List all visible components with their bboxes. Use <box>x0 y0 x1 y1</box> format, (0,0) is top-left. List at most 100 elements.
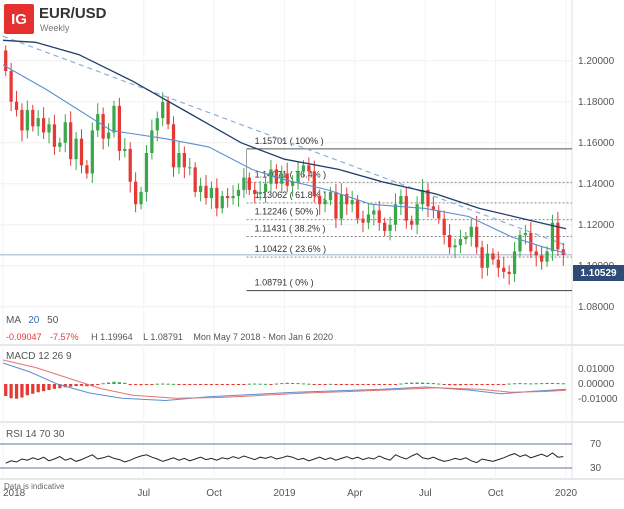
fib-level-label: 1.08791 ( 0% ) <box>255 278 314 288</box>
macd-histogram-bar <box>274 383 279 385</box>
macd-histogram-bar <box>491 384 495 385</box>
candle-body <box>366 214 371 223</box>
candle-body <box>41 118 46 133</box>
fibonacci-levels: 1.15701 ( 100% ) 1.14071 ( 76.4% ) 1.13062… <box>246 136 572 292</box>
macd-histogram-bar <box>74 384 78 387</box>
macd-histogram-bar <box>117 382 122 384</box>
candle-body <box>25 109 29 131</box>
candle-body <box>20 109 24 131</box>
data-disclaimer: Data is indicative <box>4 482 65 491</box>
macd-histogram-bar <box>269 384 273 385</box>
chart-title: EUR/USD <box>39 5 107 22</box>
ma-legend-label: MA <box>6 315 21 326</box>
macd-tick-label: 0.01000 <box>578 364 615 375</box>
macd-histogram-bar <box>144 384 149 385</box>
candle-body <box>410 220 414 225</box>
candle-body <box>334 191 338 219</box>
macd-histogram-bar <box>475 384 479 386</box>
ig-logo: IG <box>4 4 34 34</box>
candle-body <box>469 226 473 238</box>
candle-body <box>377 210 381 223</box>
candle-body <box>204 185 208 199</box>
candle-body <box>480 247 484 268</box>
candle-body <box>388 224 392 231</box>
candle-body <box>193 167 197 192</box>
stats-high: H 1.19964 <box>91 332 133 342</box>
price-tick-label: 1.12000 <box>578 220 615 231</box>
macd-line <box>2 362 567 402</box>
macd-histogram-bar <box>345 384 349 385</box>
ma-legend-period-20: 20 <box>28 315 40 326</box>
candle-body <box>90 130 94 174</box>
macd-histogram-bar <box>258 383 262 385</box>
macd-histogram-bar <box>209 384 214 385</box>
candle-body <box>415 204 419 225</box>
candle-body <box>556 222 560 250</box>
candle-body <box>117 105 122 151</box>
macd-histogram-bar <box>58 384 62 389</box>
candle-body <box>79 138 84 166</box>
candle-body <box>123 148 127 151</box>
macd-histogram-bar <box>540 383 544 385</box>
macd-histogram-bar <box>31 384 35 394</box>
macd-histogram-bar <box>556 383 560 385</box>
macd-histogram-bar <box>485 384 490 385</box>
macd-histogram-bar <box>469 384 473 385</box>
candle-body <box>85 165 89 174</box>
macd-histogram-bar <box>318 384 322 385</box>
candle-body <box>161 101 165 119</box>
macd-histogram-bar <box>139 384 143 386</box>
macd-histogram-bar <box>399 383 403 385</box>
candle-body <box>182 153 186 168</box>
macd-histogram-bar <box>442 384 446 385</box>
macd-histogram-bar <box>458 384 463 386</box>
candle-body <box>301 165 306 172</box>
macd-histogram-bar <box>14 384 19 399</box>
macd-tick-label: -0.01000 <box>578 394 618 405</box>
macd-histogram-bar <box>312 384 316 385</box>
candle-body <box>139 191 143 205</box>
candle-body <box>355 200 360 219</box>
candle-body <box>166 101 170 125</box>
macd-histogram-bar <box>393 384 398 385</box>
candle-body <box>442 218 446 235</box>
macd-histogram-bar <box>339 384 343 385</box>
macd-histogram-bar <box>41 384 46 392</box>
price-tick-label: 1.20000 <box>578 56 615 67</box>
candle-body <box>263 183 268 192</box>
macd-histogram-bar <box>101 383 105 385</box>
macd-histogram-bar <box>453 384 457 386</box>
candle-body <box>31 109 35 127</box>
macd-histogram-bar <box>404 382 408 384</box>
rsi-legend: RSI 14 70 30 <box>6 429 65 440</box>
macd-histogram-bar <box>431 383 435 385</box>
candle-body <box>540 255 544 262</box>
macd-histogram-bar <box>226 384 230 385</box>
candle-body <box>171 124 176 168</box>
macd-signal-line <box>2 359 567 399</box>
rsi-line <box>5 452 564 464</box>
macd-histogram-bar <box>512 383 517 385</box>
candle-body <box>545 251 549 262</box>
macd-histogram-bar <box>263 383 268 385</box>
macd-histogram-bar <box>561 383 565 385</box>
fib-level-label: 1.13062 ( 61.8% ) <box>255 190 327 200</box>
candle-body <box>112 105 116 133</box>
candle-body <box>36 118 40 127</box>
macd-histogram-bar <box>193 384 197 385</box>
macd-histogram-bar <box>215 384 219 385</box>
fib-level-label: 1.14071 ( 76.4% ) <box>255 169 327 179</box>
candle-body <box>69 122 73 160</box>
candle-body <box>253 189 257 194</box>
candle-body <box>437 210 441 219</box>
candle-body <box>236 189 241 197</box>
candle-body <box>198 185 203 192</box>
macd-histogram-bar <box>150 384 154 385</box>
stats-change-pct: -7.57% <box>50 332 79 342</box>
macd-histogram-bar <box>171 383 176 385</box>
candle-body <box>101 114 105 139</box>
macd-histogram-bar <box>166 383 170 385</box>
time-tick-label: Oct <box>206 488 222 499</box>
macd-histogram-bar <box>155 383 159 385</box>
